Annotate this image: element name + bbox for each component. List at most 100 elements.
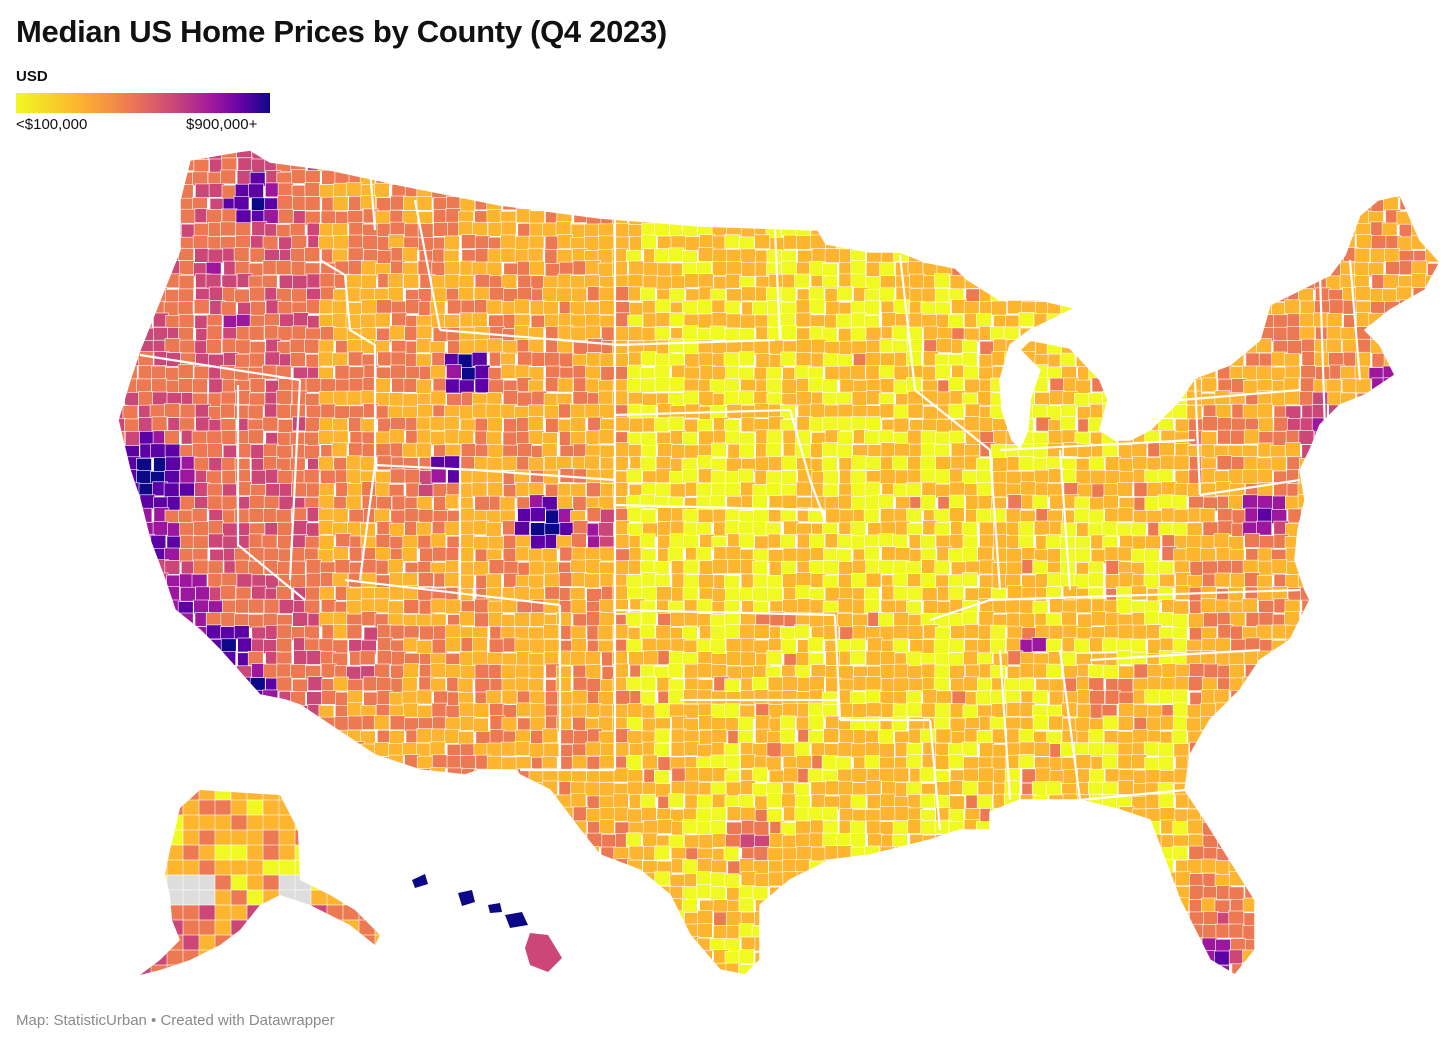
county-cell xyxy=(1325,157,1342,172)
county-cell xyxy=(178,652,194,668)
county-cell xyxy=(320,378,337,394)
county-cell xyxy=(402,442,418,458)
county-cell xyxy=(1328,663,1344,679)
county-cell xyxy=(697,689,713,705)
county-cell xyxy=(1341,378,1358,394)
county-cell xyxy=(1258,170,1275,185)
county-cell xyxy=(865,150,881,161)
county-cell xyxy=(879,767,895,783)
county-cell xyxy=(278,743,295,759)
county-cell xyxy=(1175,184,1191,200)
county-cell xyxy=(1270,150,1286,160)
county-cell xyxy=(908,364,924,380)
county-cell xyxy=(627,507,643,523)
county-cell xyxy=(346,274,363,290)
county-cell xyxy=(1439,209,1440,225)
county-cell xyxy=(208,378,225,394)
county-cell xyxy=(851,171,868,186)
county-cell xyxy=(640,351,657,366)
county-cell xyxy=(1370,248,1386,263)
county-cell xyxy=(1189,663,1205,678)
county-cell xyxy=(345,182,362,197)
county-cell xyxy=(879,261,895,277)
county-cell xyxy=(1158,611,1174,627)
county-cell xyxy=(1286,794,1302,810)
county-cell xyxy=(118,482,125,497)
county-cell xyxy=(1426,807,1440,823)
county-cell xyxy=(1341,574,1357,590)
county-cell xyxy=(429,767,446,782)
county-cell xyxy=(1059,352,1076,368)
county-cell xyxy=(1287,260,1303,275)
county-cell xyxy=(404,780,420,796)
county-cell xyxy=(1089,275,1106,291)
county-cell xyxy=(739,443,755,459)
county-cell xyxy=(950,625,967,640)
county-cell xyxy=(1077,184,1094,200)
county-cell xyxy=(1214,210,1230,225)
county-cell xyxy=(627,808,643,824)
county-cell xyxy=(223,717,239,733)
county-cell xyxy=(951,261,968,277)
county-cell xyxy=(881,546,897,562)
county-cell xyxy=(275,586,292,601)
county-cell xyxy=(1272,222,1288,237)
county-cell xyxy=(123,507,140,523)
county-cell xyxy=(447,170,464,186)
county-cell xyxy=(738,533,755,549)
county-cell xyxy=(1144,611,1160,626)
county-cell xyxy=(838,158,854,173)
county-cell xyxy=(782,573,798,588)
county-cell xyxy=(1354,248,1371,263)
county-cell xyxy=(572,520,589,536)
county-cell xyxy=(458,429,474,445)
county-cell xyxy=(1063,183,1080,199)
county-cell xyxy=(1160,299,1177,315)
county-cell xyxy=(948,157,964,173)
county-cell xyxy=(1073,235,1090,251)
county-cell xyxy=(1384,793,1401,809)
county-cell xyxy=(782,703,798,718)
county-cell xyxy=(597,262,614,278)
county-cell xyxy=(1368,741,1384,757)
county-cell xyxy=(642,274,659,290)
county-cell xyxy=(1301,665,1317,681)
county-cell xyxy=(1033,807,1049,823)
county-cell xyxy=(1144,354,1160,369)
county-cell xyxy=(472,637,488,652)
county-cell xyxy=(570,599,587,614)
county-cell xyxy=(431,754,448,770)
county-cell xyxy=(1343,651,1359,667)
county-cell xyxy=(1101,170,1118,186)
county-cell xyxy=(780,742,797,758)
county-cell xyxy=(1118,715,1134,731)
county-cell xyxy=(964,378,981,394)
county-cell xyxy=(978,611,995,626)
county-cell xyxy=(780,287,797,303)
county-cell xyxy=(880,442,897,458)
county-cell xyxy=(1339,534,1356,550)
county-cell xyxy=(1314,717,1331,733)
county-cell xyxy=(1102,781,1118,797)
county-cell xyxy=(1411,457,1427,473)
county-cell xyxy=(139,652,156,668)
county-cell xyxy=(1329,756,1345,772)
county-cell xyxy=(1091,326,1107,342)
county-cell xyxy=(586,468,602,484)
county-cell xyxy=(118,546,126,562)
county-cell xyxy=(444,429,461,445)
county-cell xyxy=(1301,716,1317,731)
county-cell xyxy=(1088,509,1105,525)
county-cell xyxy=(1299,390,1315,406)
county-cell xyxy=(486,431,502,447)
county-cell xyxy=(1353,209,1370,225)
county-cell xyxy=(1131,548,1147,564)
county-cell xyxy=(415,442,432,458)
county-cell xyxy=(346,455,362,471)
county-cell xyxy=(683,741,700,756)
county-cell xyxy=(135,638,152,653)
county-cell xyxy=(836,444,853,460)
county-cell xyxy=(277,728,293,743)
county-cell xyxy=(292,611,309,627)
